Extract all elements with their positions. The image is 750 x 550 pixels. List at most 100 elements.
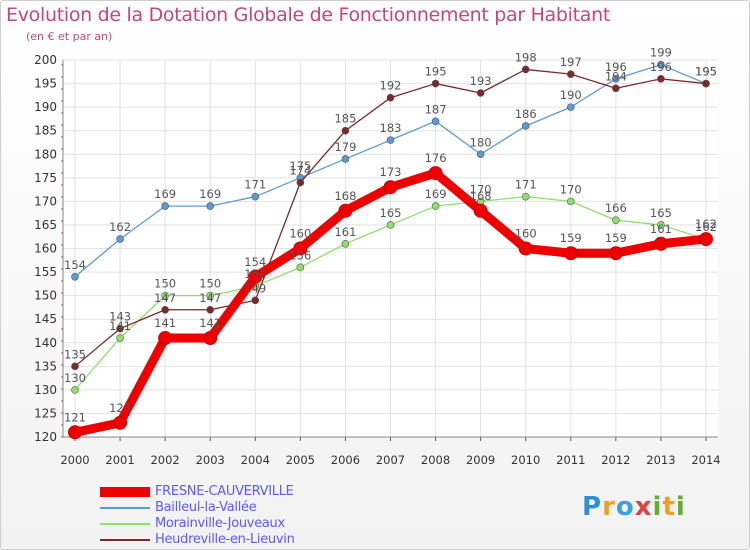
legend-swatch-heudreville: [100, 539, 150, 541]
point-bailleul-2010: [521, 122, 530, 130]
point-bailleul-2009: [476, 150, 485, 159]
x-tick-label-2013: 2013: [646, 453, 675, 467]
data-label-fresne-2008: 176: [425, 151, 447, 165]
data-label-heudreville-2004: 149: [244, 281, 266, 295]
x-tick-label-2006: 2006: [331, 453, 360, 467]
point-heudreville-2001: [116, 324, 124, 333]
line-chart: 120 125 130 135 140 145 150 155 160 165 170 175 180 1…: [34, 46, 721, 467]
data-label-fresne-2003: 141: [199, 316, 221, 330]
data-label-heudreville-2010: 198: [515, 50, 537, 64]
data-label-bailleul-2008: 187: [425, 102, 447, 116]
legend-label-bailleul: Bailleul-la-Vallée: [155, 500, 257, 515]
y-tick-label-130: 130: [34, 383, 57, 397]
point-heudreville-2012: [612, 84, 620, 93]
point-heudreville-2004: [251, 296, 260, 305]
axes: 120 125 130 135 140 145 150 155 160 165 170 175 180 1…: [34, 53, 721, 467]
point-morainville-2007: [386, 221, 395, 229]
data-label-fresne-2014: 162: [695, 217, 717, 231]
point-bailleul-2011: [566, 103, 575, 111]
x-tick-label-2002: 2002: [150, 453, 179, 467]
point-morainville-2008: [431, 202, 440, 210]
data-label-bailleul-2010: 186: [515, 107, 537, 121]
data-label-fresne-2011: 159: [560, 231, 582, 245]
data-label-heudreville-2000: 135: [64, 347, 86, 361]
data-label-bailleul-2003: 169: [199, 187, 221, 201]
x-tick-label-2004: 2004: [241, 453, 270, 467]
data-label-bailleul-2001: 162: [109, 220, 131, 234]
chart-subtitle: (en € et par an): [26, 30, 113, 43]
point-morainville-2010: [521, 192, 530, 201]
data-label-bailleul-2007: 183: [380, 121, 402, 135]
point-fresne-2009: [473, 203, 488, 218]
y-tick-label-120: 120: [34, 430, 57, 444]
data-label-heudreville-2007: 192: [380, 79, 402, 93]
legend-swatch-bailleul: [100, 507, 150, 509]
data-label-fresne-2006: 168: [334, 189, 356, 203]
point-morainville-2011: [566, 197, 575, 206]
point-fresne-2007: [383, 180, 398, 195]
x-tick-label-2010: 2010: [511, 453, 540, 467]
point-morainville-2000: [71, 386, 79, 394]
point-heudreville-2009: [476, 89, 485, 97]
data-label-morainville-2012: 166: [605, 201, 627, 215]
data-label-morainville-2000: 130: [64, 371, 86, 385]
data-label-morainville-2003: 150: [199, 277, 221, 291]
data-label-morainville-2014: 162: [695, 220, 717, 234]
legend-swatch-fresne: [100, 487, 150, 497]
data-label-morainville-2001: 141: [109, 319, 131, 333]
data-label-heudreville-2003: 147: [199, 291, 221, 305]
data-label-morainville-2009: 170: [470, 182, 492, 196]
point-bailleul-2007: [386, 136, 395, 144]
data-label-fresne-2013: 161: [650, 222, 672, 236]
point-fresne-2002: [158, 331, 173, 346]
data-label-fresne-2001: 123: [109, 401, 131, 415]
y-tick-label-165: 165: [34, 218, 57, 232]
data-label-heudreville-2013: 196: [650, 60, 672, 74]
data-label-morainville-2013: 165: [650, 206, 672, 220]
x-tick-label-2011: 2011: [556, 453, 585, 467]
y-tick-label-150: 150: [34, 289, 57, 303]
data-label-heudreville-2002: 147: [154, 291, 176, 305]
point-morainville-2006: [341, 239, 350, 248]
legend-label-fresne: FRESNE-CAUVERVILLE: [155, 484, 294, 499]
data-label-fresne-2002: 141: [154, 316, 176, 330]
series-layer: [68, 60, 713, 440]
point-bailleul-2004: [251, 192, 260, 201]
point-bailleul-2000: [71, 272, 79, 281]
legend-label-heudreville: Heudreville-en-Lieuvin: [155, 532, 295, 547]
data-label-heudreville-2011: 197: [560, 55, 582, 69]
point-bailleul-2006: [341, 155, 350, 163]
data-label-morainville-2005: 156: [289, 248, 311, 262]
y-tick-label-160: 160: [34, 242, 57, 256]
point-heudreville-2010: [521, 65, 530, 74]
point-morainville-2005: [296, 263, 305, 272]
y-tick-label-145: 145: [34, 312, 57, 326]
data-label-fresne-2004: 154: [244, 255, 266, 269]
point-morainville-2001: [116, 334, 124, 342]
y-tick-label-140: 140: [34, 336, 57, 350]
point-heudreville-2011: [566, 70, 575, 78]
data-label-fresne-2007: 173: [380, 165, 402, 179]
point-morainville-2002: [161, 291, 169, 300]
data-label-bailleul-2000: 154: [64, 258, 86, 272]
y-tick-label-155: 155: [34, 265, 57, 279]
grid: [63, 59, 718, 438]
y-tick-label-190: 190: [34, 100, 57, 114]
data-label-bailleul-2009: 180: [470, 135, 492, 149]
data-label-bailleul-2011: 190: [560, 88, 582, 102]
point-fresne-2001: [113, 415, 128, 430]
proxiti-logo: Proxiti: [582, 492, 686, 522]
data-label-fresne-2010: 160: [515, 227, 537, 241]
point-fresne-2012: [608, 246, 623, 261]
data-label-bailleul-2002: 169: [154, 187, 176, 201]
point-fresne-2000: [68, 425, 82, 440]
legend-swatch-morainville: [100, 523, 150, 525]
x-tick-label-2014: 2014: [691, 453, 720, 467]
point-bailleul-2001: [116, 235, 124, 243]
data-label-fresne-2009: 168: [470, 189, 492, 203]
y-tick-label-175: 175: [34, 171, 57, 185]
data-label-heudreville-2008: 195: [425, 65, 447, 79]
point-bailleul-2002: [161, 202, 169, 210]
point-fresne-2004: [248, 269, 263, 284]
data-label-bailleul-2012: 196: [605, 60, 627, 74]
